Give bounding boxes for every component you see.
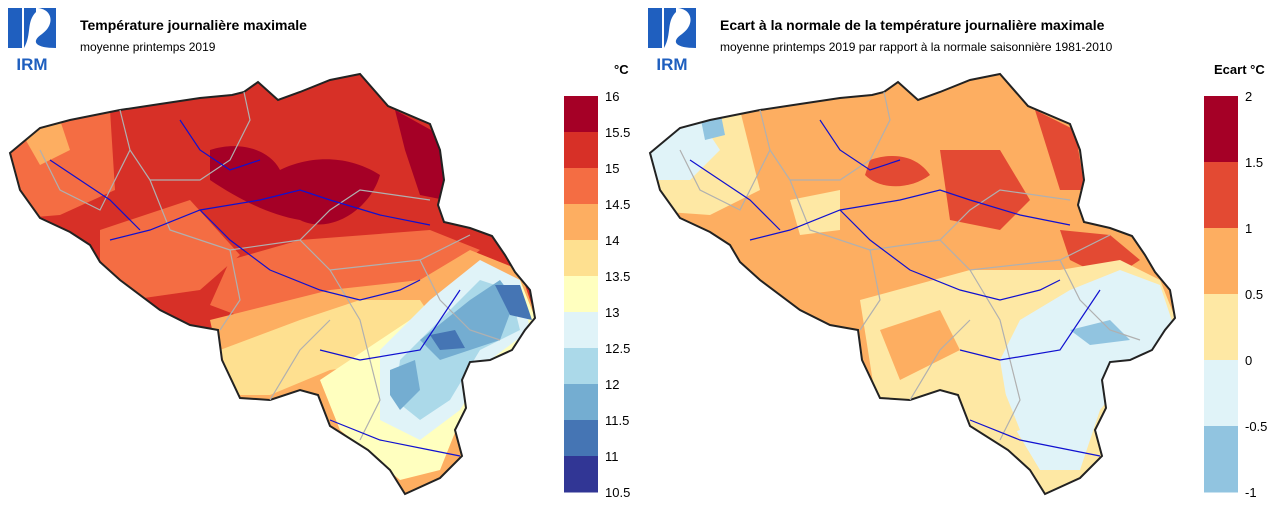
legend-swatch <box>1204 162 1238 229</box>
legend-tick-label: 15.5 <box>605 125 630 140</box>
panel-anomaly: IRM Ecart à la normale de la température… <box>640 0 1280 507</box>
legend-tick-label: 11 <box>605 449 619 464</box>
legend-tick-label: 10.5 <box>605 485 630 500</box>
panel-tmax: IRM Température journalière maximale moy… <box>8 8 630 500</box>
legend-tick-label: 0 <box>1245 353 1252 368</box>
legend-tmax: 16 15.5 15 14.5 14 13.5 13 12.5 12 11.5 11 10.5 <box>564 89 630 500</box>
legend-swatch <box>564 456 598 493</box>
legend-tick-label: 2 <box>1245 89 1252 104</box>
legend-swatch <box>1204 96 1238 163</box>
legend-tick-label: 12.5 <box>605 341 630 356</box>
legend-tick-label: 0.5 <box>1245 287 1263 302</box>
legend-swatch <box>564 348 598 385</box>
map-title: Ecart à la normale de la température jou… <box>720 17 1105 33</box>
legend-anomaly: 2 1.5 1 0.5 0 -0.5 -1 <box>1204 89 1267 500</box>
irm-logo: IRM <box>648 8 696 74</box>
legend-tick-label: 14.5 <box>605 197 630 212</box>
logo-text: IRM <box>16 55 47 74</box>
legend-swatch <box>1204 360 1238 427</box>
legend-swatch <box>1204 294 1238 361</box>
legend-swatch <box>564 420 598 457</box>
legend-swatch <box>564 312 598 349</box>
legend-tick-label: 1.5 <box>1245 155 1263 170</box>
legend-swatch <box>564 132 598 169</box>
legend-swatch <box>564 240 598 277</box>
legend-tick-label: 1 <box>1245 221 1252 236</box>
legend-tick-label: 13 <box>605 305 619 320</box>
legend-tick-label: 13.5 <box>605 269 630 284</box>
legend-tick-label: -1 <box>1245 485 1257 500</box>
legend-tick-label: -0.5 <box>1245 419 1267 434</box>
legend-tick-label: 15 <box>605 161 619 176</box>
legend-swatch <box>1204 426 1238 493</box>
legend-swatch <box>564 96 598 133</box>
legend-swatch <box>564 204 598 241</box>
irm-logo: IRM <box>8 8 56 74</box>
legend-tick-label: 12 <box>605 377 619 392</box>
belgium-anomaly-map <box>648 72 1177 496</box>
legend-tick-label: 16 <box>605 89 619 104</box>
legend-swatch <box>564 384 598 421</box>
legend-tick-label: 14 <box>605 233 619 248</box>
legend-swatch <box>1204 228 1238 295</box>
legend-tick-label: 11.5 <box>605 413 629 428</box>
belgium-tmax-map <box>8 72 537 496</box>
legend-swatch <box>564 276 598 313</box>
legend-unit: Ecart °C <box>1214 62 1265 77</box>
legend-unit: °C <box>614 62 629 77</box>
map-title: Température journalière maximale <box>80 17 307 33</box>
map-subtitle: moyenne printemps 2019 par rapport à la … <box>720 40 1113 54</box>
legend-swatch <box>564 168 598 205</box>
map-subtitle: moyenne printemps 2019 <box>80 40 216 54</box>
logo-text: IRM <box>656 55 687 74</box>
